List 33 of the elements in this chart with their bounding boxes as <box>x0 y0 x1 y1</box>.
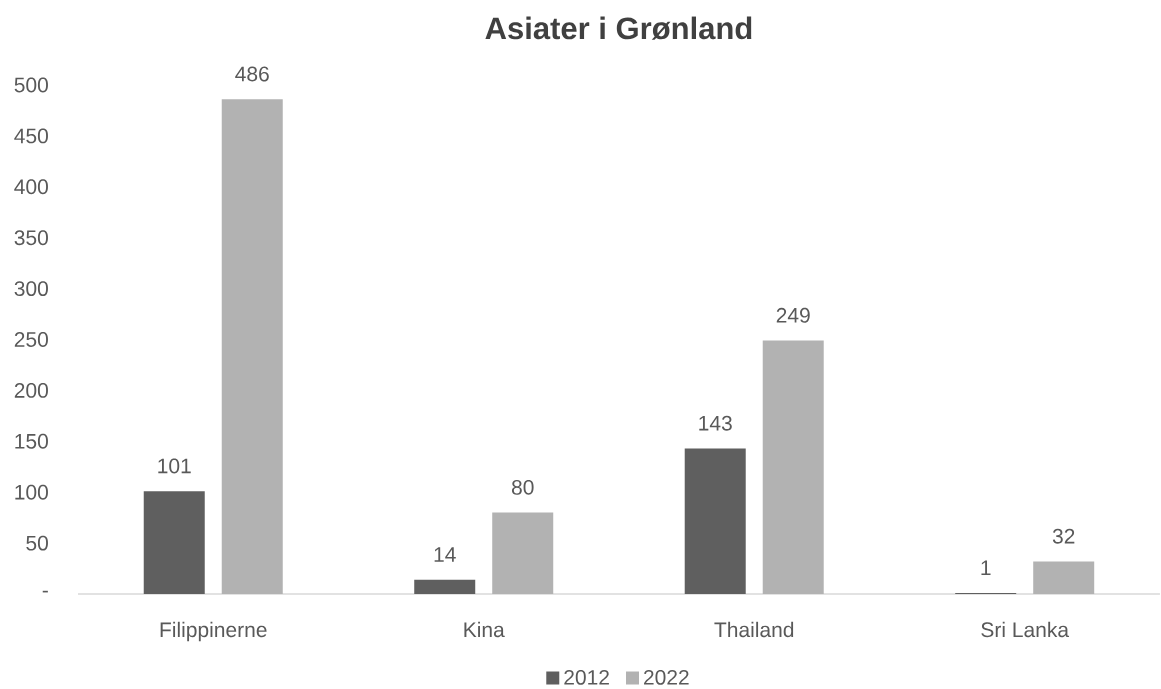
y-tick-label: - <box>42 590 48 593</box>
bar <box>1033 561 1095 594</box>
y-tick-label: 500 <box>14 77 48 93</box>
x-tick-label: Filippinerne <box>160 621 267 642</box>
data-label: 486 <box>235 66 269 82</box>
y-tick-label: 200 <box>14 382 48 398</box>
y-tick-label: 100 <box>15 484 48 500</box>
data-label: 101 <box>158 458 191 474</box>
y-tick-label: 150 <box>15 433 48 449</box>
x-tick-label: Sri Lanka <box>981 621 1070 638</box>
data-label: 32 <box>1052 528 1075 544</box>
bar <box>684 448 746 594</box>
bar <box>414 579 476 594</box>
y-tick-label: 400 <box>14 179 48 195</box>
y-tick-label: 250 <box>14 332 48 347</box>
y-tick-label: 300 <box>14 281 48 297</box>
bar <box>221 99 283 594</box>
data-label: 80 <box>511 479 534 495</box>
x-tick-label: Kina <box>464 621 505 638</box>
y-tick-label: 50 <box>26 535 48 551</box>
y-tick-label: 350 <box>14 230 48 246</box>
data-label: 143 <box>699 415 732 431</box>
bar <box>492 512 554 594</box>
data-label: 14 <box>434 547 456 562</box>
data-label: 1 <box>981 560 991 575</box>
x-tick-label: Thailand <box>714 621 794 638</box>
legend-label: 2012 <box>564 669 609 685</box>
y-tick-label: 450 <box>14 128 48 144</box>
data-label: 249 <box>776 307 810 323</box>
chart-title: Asiater i Grønland <box>485 16 752 40</box>
bar <box>143 491 205 594</box>
bar <box>762 340 824 594</box>
legend-label: 2022 <box>644 669 689 685</box>
